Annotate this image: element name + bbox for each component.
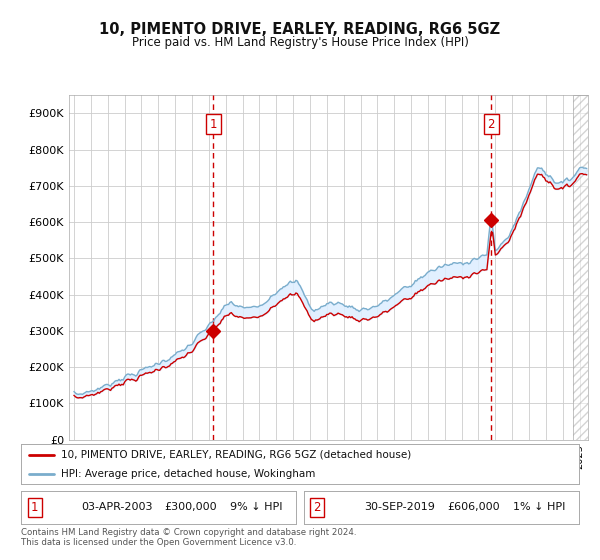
Bar	[573, 95, 588, 440]
Text: Contains HM Land Registry data © Crown copyright and database right 2024.
This d: Contains HM Land Registry data © Crown c…	[21, 528, 356, 548]
Text: 1: 1	[209, 118, 217, 130]
Bar	[573, 95, 588, 440]
Text: 9% ↓ HPI: 9% ↓ HPI	[230, 502, 283, 512]
Text: 2: 2	[487, 118, 495, 130]
Text: Price paid vs. HM Land Registry's House Price Index (HPI): Price paid vs. HM Land Registry's House …	[131, 36, 469, 49]
Text: £300,000: £300,000	[164, 502, 217, 512]
Text: 30-SEP-2019: 30-SEP-2019	[364, 502, 435, 512]
Text: 10, PIMENTO DRIVE, EARLEY, READING, RG6 5GZ: 10, PIMENTO DRIVE, EARLEY, READING, RG6 …	[100, 22, 500, 38]
Text: 1% ↓ HPI: 1% ↓ HPI	[513, 502, 565, 512]
Text: 03-APR-2003: 03-APR-2003	[82, 502, 153, 512]
Text: HPI: Average price, detached house, Wokingham: HPI: Average price, detached house, Woki…	[61, 469, 316, 478]
Text: £606,000: £606,000	[447, 502, 499, 512]
Text: 10, PIMENTO DRIVE, EARLEY, READING, RG6 5GZ (detached house): 10, PIMENTO DRIVE, EARLEY, READING, RG6 …	[61, 450, 412, 460]
Text: 1: 1	[31, 501, 38, 514]
Text: 2: 2	[314, 501, 321, 514]
